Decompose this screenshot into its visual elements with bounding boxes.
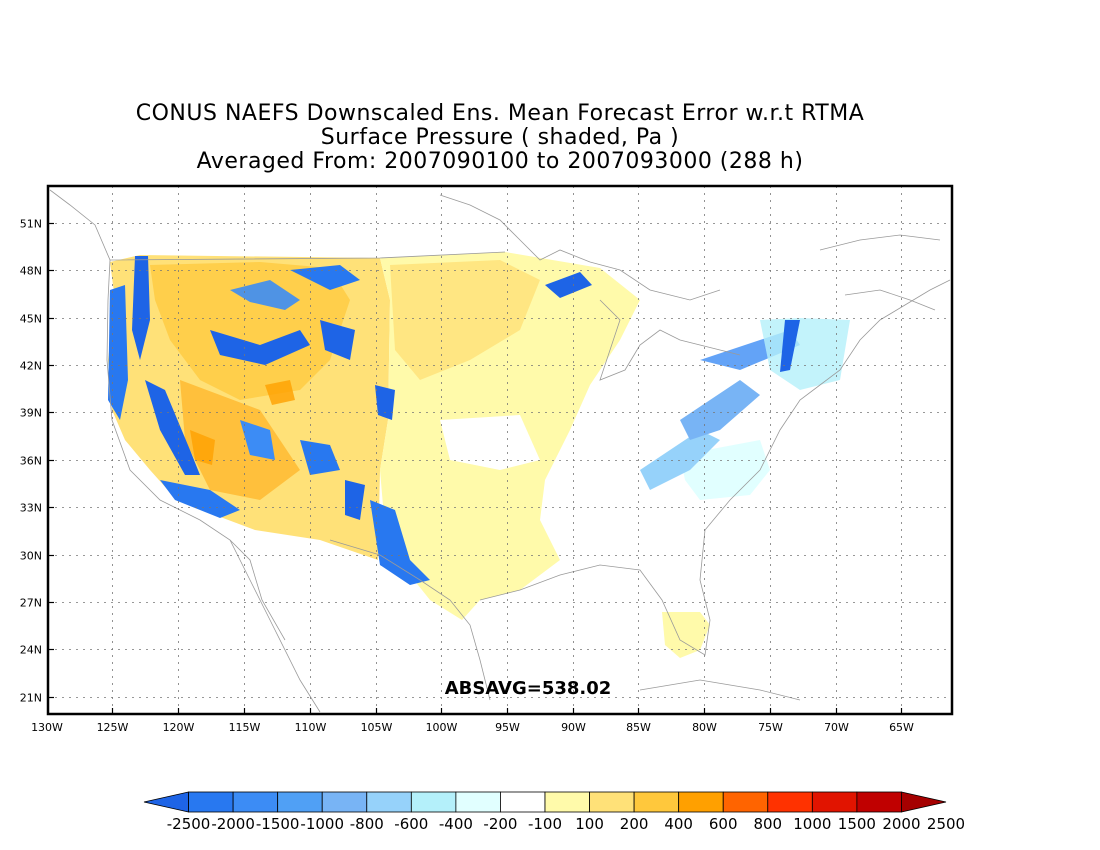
colorbar-swatch bbox=[678, 791, 724, 813]
colorbar-swatch bbox=[589, 791, 635, 813]
lat-label-39n: 39N bbox=[20, 407, 42, 420]
colorbar-label: -2500 bbox=[167, 815, 211, 833]
lat-label-24n: 24N bbox=[20, 644, 42, 657]
lon-label-130w: 130W bbox=[31, 721, 63, 734]
lon-label-120w: 120W bbox=[163, 721, 195, 734]
colorbar-label: 2500 bbox=[927, 815, 965, 833]
plot-frame bbox=[46, 184, 954, 716]
colorbar-swatch bbox=[232, 791, 279, 813]
colorbar-swatch bbox=[188, 791, 234, 813]
lat-label-48n: 48N bbox=[20, 265, 42, 278]
colorbar: -2500 -2000 -1500 -1000 -800 -600 -400 -200 -100… bbox=[143, 791, 965, 833]
colorbar-swatch bbox=[544, 791, 590, 813]
colorbar-label: 400 bbox=[664, 815, 693, 833]
lat-label-45n: 45N bbox=[20, 313, 42, 326]
colorbar-swatch bbox=[856, 791, 902, 813]
colorbar-label: -200 bbox=[483, 815, 517, 833]
lon-label-85w: 85W bbox=[626, 721, 651, 734]
colorbar-label: 100 bbox=[575, 815, 604, 833]
lon-label-65w: 65W bbox=[889, 721, 914, 734]
title-line-2: Surface Pressure ( shaded, Pa ) bbox=[320, 125, 680, 150]
colorbar-swatch bbox=[366, 791, 412, 813]
colorbar-label: -2000 bbox=[211, 815, 255, 833]
lat-label-30n: 30N bbox=[20, 550, 42, 563]
colorbar-swatch bbox=[277, 791, 323, 813]
lon-label-75w: 75W bbox=[758, 721, 783, 734]
lat-label-42n: 42N bbox=[20, 360, 42, 373]
lat-label-27n: 27N bbox=[20, 597, 42, 610]
map-title: CONUS NAEFS Downscaled Ens. Mean Forecas… bbox=[40, 102, 960, 174]
colorbar-label: 2000 bbox=[882, 815, 920, 833]
colorbar-swatch bbox=[410, 791, 457, 813]
colorbar-swatch bbox=[722, 791, 769, 813]
colorbar-label: -100 bbox=[528, 815, 562, 833]
lon-label-70w: 70W bbox=[824, 721, 849, 734]
colorbar-swatch bbox=[811, 791, 858, 813]
lon-label-100w: 100W bbox=[426, 721, 458, 734]
lon-axis: 130W 125W 120W 115W 110W 105W 100W 95W 9… bbox=[31, 708, 914, 734]
coastlines bbox=[49, 189, 951, 713]
lat-label-33n: 33N bbox=[20, 502, 42, 515]
colorbar-label: -1500 bbox=[256, 815, 300, 833]
colorbar-swatch bbox=[455, 791, 501, 813]
colorbar-label: 600 bbox=[709, 815, 738, 833]
lon-label-105w: 105W bbox=[361, 721, 393, 734]
colorbar-label: -1000 bbox=[300, 815, 344, 833]
lon-label-90w: 90W bbox=[561, 721, 586, 734]
lat-label-21n: 21N bbox=[20, 692, 42, 705]
colorbar-label: 1500 bbox=[838, 815, 876, 833]
lon-label-80w: 80W bbox=[692, 721, 717, 734]
colorbar-label: 200 bbox=[620, 815, 649, 833]
title-line-1: CONUS NAEFS Downscaled Ens. Mean Forecas… bbox=[135, 101, 865, 126]
colorbar-swatch bbox=[321, 791, 368, 813]
colorbar-label: 800 bbox=[753, 815, 782, 833]
lon-label-110w: 110W bbox=[295, 721, 327, 734]
title-line-3: Averaged From: 2007090100 to 2007093000 … bbox=[196, 149, 804, 174]
absavg-annotation: ABSAVG=538.02 bbox=[445, 678, 612, 699]
lon-label-115w: 115W bbox=[229, 721, 261, 734]
lon-label-125w: 125W bbox=[97, 721, 129, 734]
lat-label-51n: 51N bbox=[20, 218, 42, 231]
colorbar-label: 1000 bbox=[793, 815, 831, 833]
colorbar-label: -600 bbox=[394, 815, 428, 833]
colorbar-arrow-low bbox=[143, 791, 189, 813]
lat-label-36n: 36N bbox=[20, 455, 42, 468]
lon-label-95w: 95W bbox=[495, 721, 520, 734]
colorbar-arrow-high bbox=[901, 791, 947, 813]
colorbar-label: -400 bbox=[439, 815, 473, 833]
colorbar-label: -800 bbox=[350, 815, 384, 833]
colorbar-swatch bbox=[767, 791, 813, 813]
colorbar-swatch bbox=[500, 791, 546, 813]
lat-axis: 51N 48N 45N 42N 39N 36N 33N 30N 27N 24N … bbox=[20, 218, 54, 705]
colorbar-swatch bbox=[633, 791, 680, 813]
